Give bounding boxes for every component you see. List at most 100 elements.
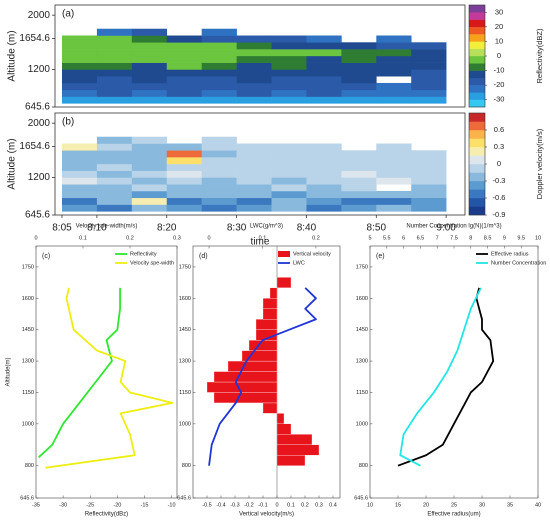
x-tick-label: 0: [275, 502, 278, 508]
heat-cell: [376, 204, 412, 212]
heat-cell: [306, 177, 342, 185]
colorbar-tick-label: -10: [494, 66, 505, 75]
colorbar-tick-label: -0.3: [493, 176, 506, 185]
heat-cell: [166, 157, 202, 165]
bar: [262, 308, 278, 320]
colorbar-tick-label: 0.6: [494, 125, 504, 134]
heat-cell: [201, 150, 237, 158]
heat-cell: [271, 190, 307, 199]
x-tick-label: 8: [469, 235, 472, 241]
heat-cell: [96, 55, 133, 63]
heat-cell: [96, 89, 133, 97]
y-tick-label: 1750: [179, 264, 191, 270]
heat-cell: [131, 190, 168, 199]
heat-cell: [131, 136, 168, 144]
heat-cell: [201, 89, 237, 97]
colorbar-bin: [469, 121, 485, 131]
heat-cell: [306, 49, 342, 57]
colorbar-tick-label: -0.9: [493, 210, 506, 219]
y-tick-label: 1750: [22, 264, 34, 270]
y-tick-label: 645.6: [354, 495, 368, 501]
heat-cell: [411, 69, 447, 77]
x-tick-label: 8.5: [484, 235, 492, 241]
x-tick-label: 9.5: [517, 235, 525, 241]
heat-cell: [341, 157, 377, 165]
heat-cell: [271, 204, 307, 212]
y-tick-label: 800: [182, 463, 191, 469]
y-tick-label: 1600: [356, 296, 368, 302]
heat-cell: [411, 197, 447, 205]
y-tick-label: 1000: [179, 421, 191, 427]
heat-cell: [201, 204, 237, 212]
y-tick-label: 1300: [22, 359, 34, 365]
heat-cell: [166, 69, 202, 77]
heat-cell: [131, 35, 168, 43]
heat-cell: [131, 184, 168, 192]
x-axis-label: Reflectivity(dBz): [85, 512, 128, 518]
heat-cell: [61, 49, 98, 57]
heat-cell: [376, 170, 412, 178]
heat-cell: [411, 190, 447, 199]
heat-cell: [61, 170, 98, 178]
x-tick-label: 0.4: [329, 502, 337, 508]
heat-cell: [236, 204, 272, 212]
x2-axis-label: Number Concentration lg(N)(1/m^3): [406, 224, 501, 230]
colorbar-bin: [469, 172, 485, 182]
colorbar-bin: [469, 92, 485, 100]
y-tick-label: 800: [25, 463, 34, 469]
legend-label: Vertical velocity: [293, 251, 331, 257]
heat-cell: [201, 28, 237, 36]
heat-cell: [96, 35, 133, 43]
y-tick-label: 1450: [356, 327, 368, 333]
heat-cell: [376, 96, 412, 104]
panel-label: (a): [62, 9, 74, 20]
colorbar-tick-label: 0.3: [494, 142, 504, 151]
heat-cell: [411, 76, 447, 84]
heat-cell: [236, 35, 272, 43]
heat-cell: [166, 177, 202, 185]
heat-cell: [131, 96, 168, 104]
heat-cell: [61, 204, 98, 212]
heat-cell: [376, 42, 412, 50]
heat-cell: [271, 197, 307, 205]
x-tick-label: -0.4: [216, 502, 225, 508]
y-axis-label: Altitude (m): [7, 30, 18, 81]
heat-cell: [306, 96, 342, 104]
heat-cell: [61, 190, 98, 199]
bar: [276, 444, 320, 456]
heat-cell: [131, 170, 168, 178]
heat-cell: [236, 89, 272, 97]
colorbar-tick-label: -0.6: [493, 193, 506, 202]
heat-cell: [166, 184, 202, 192]
heat-cell: [131, 157, 168, 165]
heat-cell: [61, 69, 98, 77]
y-tick-label: 1654.6: [19, 141, 50, 152]
heat-cell: [131, 42, 168, 50]
x-tick-label: 0: [34, 235, 37, 241]
panel-label: (c): [42, 253, 50, 260]
x2-axis-label: LWC(g/m^3): [250, 224, 283, 230]
x-tick-label: 0.3: [315, 502, 323, 508]
x-tick-label: -0.3: [230, 502, 239, 508]
heat-cell: [201, 197, 237, 205]
y-tick-label: 1000: [356, 421, 368, 427]
heat-cell: [131, 62, 168, 70]
heat-cell: [376, 82, 412, 91]
heat-cell: [201, 190, 237, 199]
heat-cell: [341, 62, 377, 70]
heat-cell: [61, 143, 98, 151]
x-tick-label: 8:50: [367, 223, 387, 234]
legend-label: Velocity spe-width: [130, 260, 174, 266]
heat-cell: [236, 49, 272, 57]
heat-cell: [376, 49, 412, 57]
colorbar-bin: [469, 56, 485, 64]
x-tick-label: 0.1: [259, 235, 267, 241]
heat-cell: [166, 49, 202, 57]
heat-cell: [411, 163, 447, 171]
colorbar-tick-label: -20: [494, 80, 505, 89]
heat-cell: [236, 190, 272, 199]
heat-cell: [236, 143, 272, 151]
colorbar-bin: [469, 85, 485, 93]
heat-cell: [271, 96, 307, 104]
x-axis-label: time: [251, 237, 270, 248]
